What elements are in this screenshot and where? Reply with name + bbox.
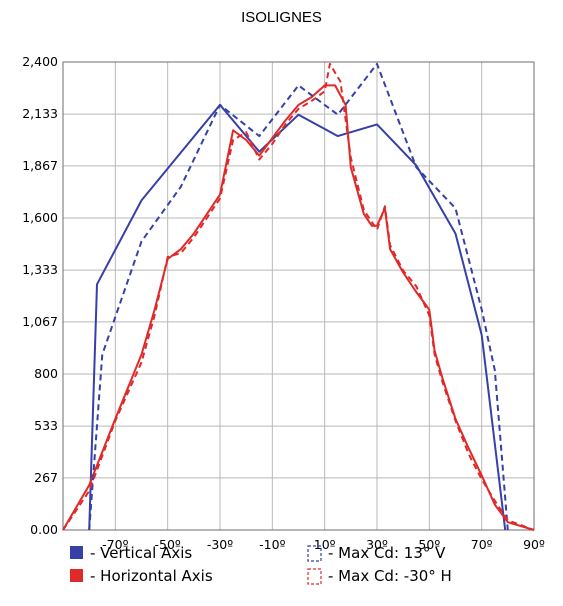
legend-swatch-1	[70, 546, 83, 559]
y-tick-label: 1,867	[22, 158, 58, 173]
y-tick-label: 2,400	[22, 54, 58, 69]
y-tick-label: 267	[34, 470, 58, 485]
x-tick-label: 70º	[471, 537, 493, 552]
y-tick-label: 800	[34, 366, 58, 381]
x-tick-label: 30º	[366, 537, 388, 552]
x-tick-label: 50º	[418, 537, 440, 552]
series-line-1	[88, 103, 507, 531]
y-tick-label: 533	[34, 418, 58, 433]
plot-frame	[62, 61, 535, 531]
y-tick-label: 1,067	[22, 314, 58, 329]
x-axis-ticks: -70º -50º -30º -10º 10º 30º 50º 70º 90º	[102, 537, 545, 552]
series-line-3	[88, 62, 509, 531]
y-tick-label: 0.00	[30, 522, 58, 537]
series-layer	[62, 62, 535, 531]
legend: - Vertical Axis - Horizontal Axis - Max Cd…	[70, 544, 452, 585]
x-tick-label: -50º	[155, 537, 181, 552]
chart-title: ISOLIGNES	[241, 9, 322, 26]
x-tick-label: 10º	[314, 537, 336, 552]
y-tick-label: 2,133	[22, 106, 58, 121]
y-tick-label: 1,600	[22, 210, 58, 225]
legend-label-3: - Max Cd: 13° V	[328, 544, 446, 562]
x-tick-label: -70º	[102, 537, 128, 552]
y-axis-ticks: 0.00 267 533 800 1,067 1,333 1,600 1,867 2,133 2,…	[22, 54, 58, 537]
legend-swatch-4	[307, 568, 322, 585]
legend-swatch-3	[307, 545, 322, 562]
legend-label-1: - Vertical Axis	[90, 544, 192, 562]
x-tick-label: -30º	[207, 537, 233, 552]
grid-lines	[63, 61, 535, 531]
x-tick-label: -10º	[259, 537, 285, 552]
y-tick-label: 1,333	[22, 262, 58, 277]
series-line-2	[62, 84, 535, 531]
legend-label-4: - Max Cd: -30° H	[328, 567, 452, 585]
series-line-4	[62, 62, 535, 531]
x-tick-label: 90º	[523, 537, 545, 552]
legend-swatch-2	[70, 569, 83, 582]
legend-label-2: - Horizontal Axis	[90, 567, 213, 585]
